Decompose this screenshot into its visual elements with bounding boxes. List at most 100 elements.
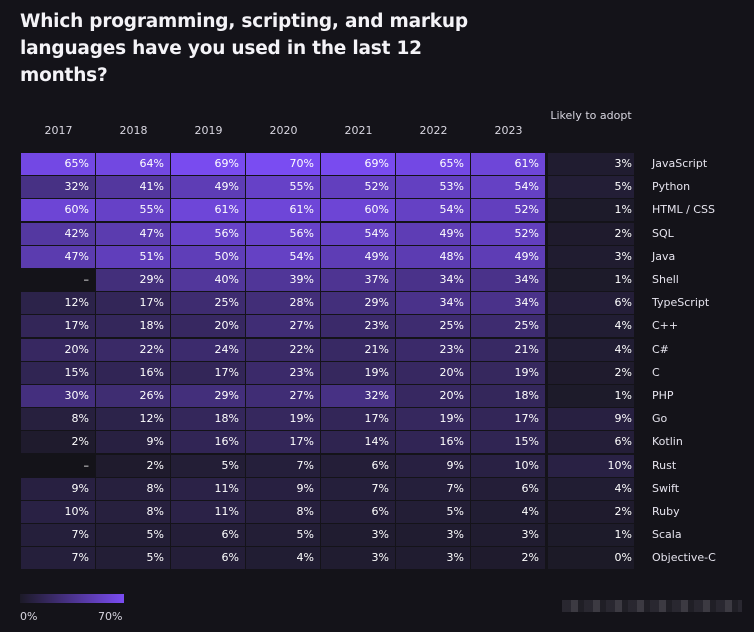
column-header-2022: 2022: [419, 124, 448, 137]
heatmap-cell: 70%: [246, 153, 320, 175]
heatmap-cell: 25%: [471, 315, 545, 338]
heatmap-cell: 9%: [96, 431, 170, 454]
heatmap-cell: 69%: [171, 153, 245, 175]
row-label: C#: [652, 342, 669, 356]
adopt-cell: 4%: [548, 338, 634, 361]
heatmap-cell: 69%: [321, 153, 395, 175]
adopt-cell: 2%: [548, 361, 634, 384]
heatmap-cell: 37%: [321, 269, 395, 291]
heatmap-cell: 10%: [471, 454, 545, 477]
adopt-cell: 5%: [548, 176, 634, 199]
row-label: Go: [652, 412, 668, 426]
heatmap-cell: 23%: [321, 315, 395, 338]
heatmap-cell: 49%: [321, 245, 395, 268]
heatmap-cell: 29%: [321, 292, 395, 315]
heatmap-cell: 3%: [396, 547, 470, 570]
heatmap-cell: 41%: [96, 176, 170, 199]
heatmap-cell: 64%: [96, 153, 170, 175]
heatmap-cell: 4%: [471, 501, 545, 523]
legend-gradient-bar: [20, 594, 124, 603]
row-label: C++: [652, 319, 679, 333]
row-label: Ruby: [652, 505, 680, 518]
adopt-cell: 3%: [548, 153, 634, 175]
heatmap-cell: 7%: [321, 477, 395, 500]
column-header-2019: 2019: [194, 124, 223, 137]
heatmap-cell: 19%: [471, 361, 545, 384]
heatmap-cell: 5%: [246, 524, 320, 547]
column-header-2017: 2017: [44, 124, 73, 137]
heatmap-cell: 6%: [171, 524, 245, 547]
row-label: JavaScript: [652, 157, 708, 170]
row-label: TypeScript: [652, 296, 710, 310]
heatmap-cell: 52%: [471, 222, 545, 245]
row-label: C: [652, 365, 660, 379]
heatmap-cell: 47%: [21, 245, 95, 268]
heatmap-cell: 3%: [471, 524, 545, 547]
heatmap-cell: 42%: [21, 222, 95, 245]
heatmap-cell: 47%: [96, 222, 170, 245]
heatmap-cell: 22%: [246, 338, 320, 361]
heatmap-cell: 17%: [246, 431, 320, 454]
heatmap-cell: 3%: [321, 547, 395, 570]
row-label: Rust: [652, 458, 677, 472]
heatmap-cell: 8%: [21, 408, 95, 431]
heatmap-cell: 21%: [471, 338, 545, 361]
heatmap-cell: 15%: [471, 431, 545, 454]
heatmap-cell: 21%: [321, 338, 395, 361]
heatmap-cell: 61%: [171, 199, 245, 222]
heatmap-cell: 27%: [246, 315, 320, 338]
heatmap-cell: 27%: [246, 385, 320, 407]
heatmap-cell: 16%: [171, 431, 245, 454]
heatmap-cell: 55%: [96, 199, 170, 222]
heatmap-cell: 22%: [96, 338, 170, 361]
column-header-likely-to-adopt: Likely to adopt: [550, 109, 632, 122]
heatmap-cell: 23%: [246, 361, 320, 384]
heatmap-cell: 2%: [471, 547, 545, 570]
adopt-cell: 10%: [548, 454, 634, 477]
column-header-2021: 2021: [344, 124, 373, 137]
adopt-cell: 2%: [548, 501, 634, 523]
heatmap-cell: 17%: [471, 408, 545, 431]
row-label: PHP: [652, 389, 674, 402]
adopt-cell: 3%: [548, 245, 634, 268]
heatmap-cell: 7%: [246, 454, 320, 477]
heatmap-cell: 32%: [321, 385, 395, 407]
heatmap-cell: 7%: [21, 524, 95, 547]
heatmap-cell: 6%: [321, 501, 395, 523]
adopt-cell: 0%: [548, 547, 634, 570]
heatmap-cell: 9%: [396, 454, 470, 477]
heatmap-cell: 54%: [321, 222, 395, 245]
heatmap-cell: 50%: [171, 245, 245, 268]
heatmap-cell: 20%: [396, 385, 470, 407]
heatmap-cell: 26%: [96, 385, 170, 407]
heatmap-cell: –: [21, 269, 95, 291]
heatmap-cell: 23%: [396, 338, 470, 361]
heatmap-cell: 24%: [171, 338, 245, 361]
heatmap-cell: 54%: [471, 176, 545, 199]
heatmap-cell: 56%: [171, 222, 245, 245]
heatmap-cell: 5%: [396, 501, 470, 523]
heatmap-cell: 60%: [321, 199, 395, 222]
heatmap-cell: 14%: [321, 431, 395, 454]
heatmap-cell: 15%: [21, 361, 95, 384]
heatmap-cell: 20%: [21, 338, 95, 361]
adopt-cell: 2%: [548, 222, 634, 245]
heatmap-cell: 28%: [246, 292, 320, 315]
chart-title: Which programming, scripting, and markup…: [20, 11, 468, 86]
legend-min-label: 0%: [20, 610, 38, 623]
row-label: Objective-C: [652, 551, 716, 565]
heatmap-cell: 16%: [396, 431, 470, 454]
heatmap-cell: 9%: [246, 477, 320, 500]
heatmap-cell: 17%: [321, 408, 395, 431]
heatmap-cell: 61%: [246, 199, 320, 222]
heatmap-cell: 51%: [96, 245, 170, 268]
row-label: Swift: [652, 481, 680, 495]
row-label: Kotlin: [652, 435, 683, 449]
heatmap-cell: 17%: [21, 315, 95, 338]
row-label: Shell: [652, 273, 679, 286]
heatmap-cell: 12%: [96, 408, 170, 431]
heatmap-cell: 53%: [396, 176, 470, 199]
row-label: Java: [652, 249, 676, 263]
adopt-cell: 6%: [548, 431, 634, 454]
row-label: Python: [652, 180, 691, 194]
